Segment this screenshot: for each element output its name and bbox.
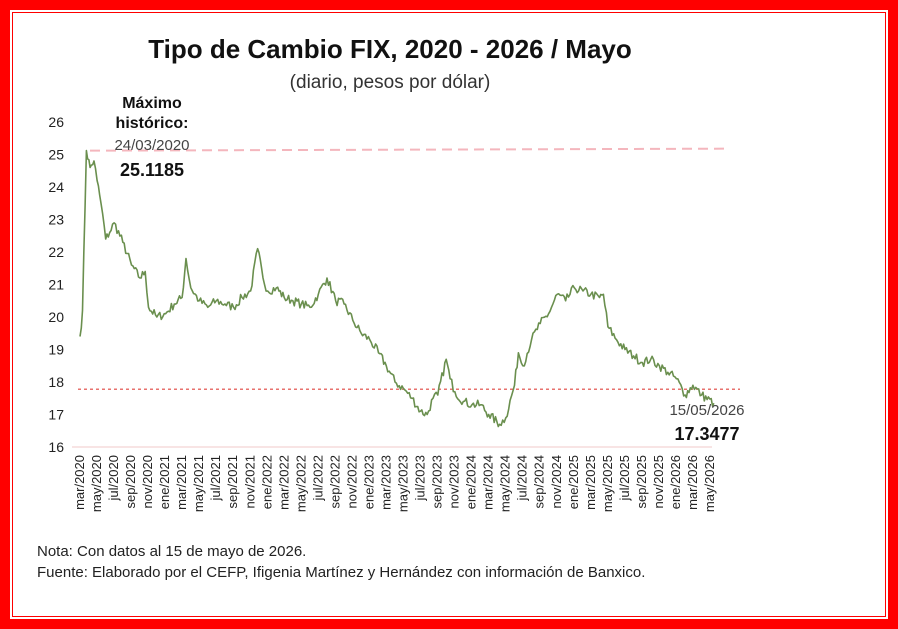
x-tick-label: mar/2020 <box>72 455 87 510</box>
y-tick-label-21: 21 <box>48 277 64 293</box>
x-tick-label: ene/2024 <box>464 455 479 509</box>
last-value-label: 17.3477 <box>674 424 739 444</box>
x-tick-label: jul/2024 <box>515 455 530 502</box>
max-date-label: 24/03/2020 <box>114 137 189 154</box>
max-reference-line <box>89 147 731 152</box>
x-tick-label: ene/2025 <box>566 455 581 509</box>
x-tick-label: ene/2022 <box>259 455 274 509</box>
x-tick-label: may/2026 <box>702 455 717 512</box>
x-tick-label: nov/2020 <box>140 455 155 509</box>
x-tick-label: sep/2025 <box>634 455 649 509</box>
x-tick-label: mar/2023 <box>379 455 394 510</box>
x-tick-label: ene/2021 <box>157 455 172 509</box>
x-tick-label: sep/2022 <box>327 455 342 509</box>
y-tick-label-22: 22 <box>48 244 64 260</box>
x-tick-label: mar/2022 <box>276 455 291 510</box>
y-tick-label-20: 20 <box>48 309 64 325</box>
x-tick-label: may/2024 <box>498 455 513 512</box>
max-label-line2: histórico: <box>116 115 189 132</box>
max-value-label: 25.1185 <box>120 160 184 180</box>
y-tick-label-24: 24 <box>48 179 64 195</box>
y-tick-label-18: 18 <box>48 374 64 390</box>
x-tick-label: ene/2023 <box>362 455 377 509</box>
y-tick-label-23: 23 <box>48 212 64 228</box>
note-text: Nota: Con datos al 15 de mayo de 2026. <box>37 543 307 560</box>
x-tick-label: jul/2025 <box>617 455 632 502</box>
y-tick-label-17: 17 <box>48 407 64 423</box>
x-tick-label: ene/2026 <box>668 455 683 509</box>
x-tick-label: may/2025 <box>600 455 615 512</box>
x-tick-label: mar/2024 <box>481 455 496 510</box>
x-tick-label: jul/2022 <box>310 455 325 502</box>
x-tick-label: mar/2026 <box>685 455 700 510</box>
y-tick-label-26: 26 <box>48 114 64 130</box>
chart-subtitle: (diario, pesos por dólar) <box>289 72 491 93</box>
x-tick-label: jul/2021 <box>208 455 223 502</box>
x-tick-label: sep/2021 <box>225 455 240 509</box>
x-tick-label: nov/2024 <box>549 455 564 509</box>
x-tick-label: may/2020 <box>89 455 104 512</box>
exchange-rate-series-line <box>79 149 715 428</box>
source-text: Fuente: Elaborado por el CEFP, Ifigenia … <box>37 564 646 581</box>
chart-notes: Nota: Con datos al 15 de mayo de 2026. F… <box>37 541 737 583</box>
x-tick-label: nov/2023 <box>447 455 462 509</box>
x-tick-label: sep/2023 <box>430 455 445 509</box>
x-tick-label: may/2023 <box>396 455 411 512</box>
x-tick-label: jul/2023 <box>413 455 428 502</box>
max-label-line1: Máximo <box>122 95 182 112</box>
x-tick-label: may/2021 <box>191 455 206 512</box>
y-tick-label-16: 16 <box>48 439 64 455</box>
x-tick-label: mar/2021 <box>174 455 189 510</box>
x-tick-label: nov/2022 <box>344 455 359 509</box>
chart-title: Tipo de Cambio FIX, 2020 - 2026 / Mayo <box>148 34 632 64</box>
x-tick-label: sep/2024 <box>532 455 547 509</box>
x-tick-label: jul/2020 <box>106 455 121 502</box>
y-tick-label-19: 19 <box>48 342 64 358</box>
y-tick-label-25: 25 <box>48 147 64 163</box>
x-tick-label: nov/2021 <box>242 455 257 509</box>
chart-inner-border <box>12 12 886 617</box>
x-tick-label: sep/2020 <box>123 455 138 509</box>
x-tick-label: nov/2025 <box>651 455 666 509</box>
x-tick-label: mar/2025 <box>583 455 598 510</box>
last-date-label: 15/05/2026 <box>669 402 744 419</box>
x-tick-label: may/2022 <box>293 455 308 512</box>
